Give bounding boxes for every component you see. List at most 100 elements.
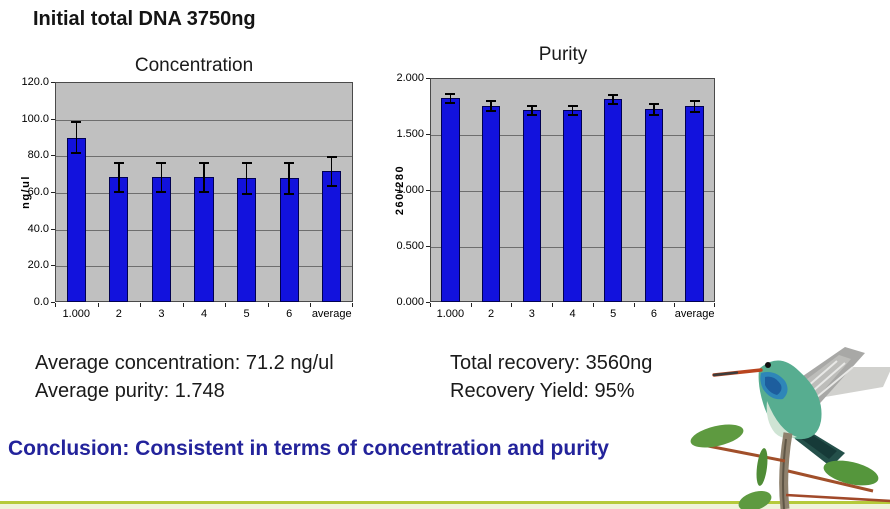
x-axis-label: 2: [488, 308, 495, 320]
error-bar: [445, 92, 456, 104]
bar: [194, 177, 214, 302]
total-recovery-text: Total recovery: 3560ng: [450, 352, 653, 374]
bar: [322, 171, 342, 302]
x-axis-label: 1.000: [436, 308, 465, 320]
x-axis-label: 5: [243, 308, 250, 320]
error-bar: [526, 104, 537, 117]
bar: [109, 177, 129, 302]
x-axis-tick: [674, 303, 676, 307]
x-axis-tick: [310, 303, 312, 307]
y-axis-label: 120.0: [21, 76, 49, 88]
chart-title: Purity: [538, 44, 588, 65]
error-bar: [608, 93, 619, 105]
recovery-yield-text: Recovery Yield: 95%: [450, 380, 635, 402]
x-axis-label: 3: [158, 308, 165, 320]
x-axis-tick: [267, 303, 269, 307]
recovery-stats: Total recovery: 3560ng Recovery Yield: 9…: [450, 349, 652, 405]
y-axis-tick: [51, 192, 55, 193]
x-axis-tick: [511, 303, 513, 307]
bar: [685, 106, 704, 302]
purity-chart: Purity 260/280 0.000 0.500 1.000 1.500 2.000…: [394, 44, 728, 342]
y-axis-label: 40.0: [27, 222, 49, 235]
x-axis-label: 4: [569, 308, 576, 320]
y-axis-tick: [51, 82, 55, 83]
x-axis-tick: [352, 303, 353, 307]
x-axis-tick: [97, 303, 99, 307]
footer-strip: [0, 504, 890, 509]
error-bar: [648, 102, 659, 117]
x-axis-label: 1.000: [62, 308, 91, 320]
x-axis-tick: [714, 303, 715, 307]
conclusion-text: Conclusion: Consistent in terms of conce…: [8, 437, 609, 460]
bar: [481, 106, 501, 302]
x-axis-tick: [633, 303, 635, 307]
x-axis-label: average: [674, 308, 715, 320]
y-axis-label: 60.0: [27, 186, 49, 198]
gridline: [56, 119, 352, 121]
bar: [644, 109, 664, 302]
y-axis-label: 80.0: [27, 149, 49, 162]
error-bar: [199, 161, 209, 193]
y-axis-label: 0.000: [396, 296, 424, 308]
concentration-stats: Average concentration: 71.2 ng/ul Averag…: [35, 349, 334, 405]
y-axis-label: 100.0: [21, 112, 49, 125]
bar: [279, 178, 299, 302]
error-bar: [689, 99, 700, 113]
gridline: [56, 156, 352, 158]
y-axis-tick: [426, 78, 430, 79]
y-axis-tick: [51, 302, 55, 303]
x-axis-tick: [430, 303, 431, 307]
bar: [151, 177, 171, 302]
error-bar: [567, 104, 578, 117]
x-axis-tick: [470, 303, 472, 307]
hummingbird-image: [690, 347, 890, 509]
error-bar: [284, 161, 295, 195]
x-axis-tick: [592, 303, 594, 307]
chart-title: Concentration: [134, 55, 254, 76]
bar: [441, 98, 460, 302]
x-axis-label: 2: [115, 308, 122, 320]
y-axis-tick: [51, 118, 55, 120]
y-axis-label: 0.0: [33, 296, 49, 308]
y-axis-tick: [426, 190, 430, 191]
y-axis-label: 0.500: [396, 240, 424, 252]
x-axis-label: 3: [528, 308, 535, 320]
x-axis-tick: [225, 303, 227, 307]
bar: [604, 99, 623, 302]
avg-concentration-text: Average concentration: 71.2 ng/ul: [35, 352, 334, 374]
error-bar: [241, 161, 252, 195]
avg-purity-text: Average purity: 1.748: [35, 380, 225, 402]
y-axis-tick: [426, 302, 430, 303]
y-axis-label: 1.000: [396, 184, 424, 196]
bar: [522, 110, 541, 302]
concentration-chart: Concentration ng/ul 0.0 20.0 40.0 60.0 80.0 1…: [18, 52, 370, 342]
bar: [236, 178, 257, 302]
y-axis-label: 1.500: [396, 128, 424, 140]
x-axis-label: average: [311, 308, 352, 320]
x-axis-tick: [552, 303, 554, 307]
y-axis-tick: [51, 228, 55, 230]
slide-title: Initial total DNA 3750ng: [33, 8, 256, 30]
x-axis-label: 5: [610, 308, 617, 320]
y-axis-tick: [51, 155, 55, 157]
bar: [563, 110, 582, 302]
error-bar: [113, 161, 124, 193]
y-axis-label: 2.000: [396, 72, 424, 84]
x-axis-label: 4: [200, 308, 208, 320]
x-axis-label: 6: [650, 308, 657, 320]
x-axis-tick: [55, 303, 56, 307]
error-bar: [71, 121, 82, 155]
y-axis-tick: [51, 265, 55, 267]
x-axis-tick: [182, 303, 184, 307]
error-bar: [156, 161, 167, 193]
x-axis-tick: [140, 303, 142, 307]
error-bar: [486, 100, 497, 112]
footer-rule: [0, 501, 890, 504]
bar: [66, 137, 86, 302]
y-axis-tick: [426, 134, 430, 135]
error-bar: [326, 155, 337, 188]
y-axis-label: 20.0: [27, 259, 49, 272]
y-axis-tick: [426, 246, 430, 247]
x-axis-label: 6: [286, 308, 293, 320]
